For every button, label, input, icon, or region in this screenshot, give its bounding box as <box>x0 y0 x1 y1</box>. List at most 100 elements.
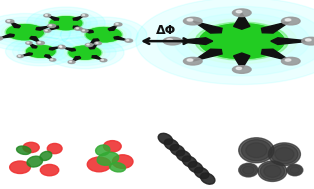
Circle shape <box>95 42 101 45</box>
Circle shape <box>114 23 122 26</box>
Circle shape <box>46 15 86 32</box>
Circle shape <box>87 44 89 45</box>
Polygon shape <box>89 44 97 49</box>
Ellipse shape <box>27 156 43 167</box>
Polygon shape <box>234 53 250 69</box>
Polygon shape <box>30 43 37 48</box>
Circle shape <box>45 30 47 31</box>
Polygon shape <box>262 49 290 61</box>
Circle shape <box>127 40 129 41</box>
Ellipse shape <box>95 145 110 156</box>
Polygon shape <box>73 16 84 20</box>
Circle shape <box>25 45 57 58</box>
Circle shape <box>36 41 44 45</box>
Polygon shape <box>79 29 93 33</box>
Circle shape <box>100 59 107 62</box>
Circle shape <box>8 20 10 21</box>
Circle shape <box>302 37 314 45</box>
Circle shape <box>2 22 49 42</box>
Circle shape <box>69 21 138 49</box>
Circle shape <box>44 14 51 17</box>
Circle shape <box>199 24 284 58</box>
Ellipse shape <box>194 167 209 179</box>
Circle shape <box>5 24 45 40</box>
Circle shape <box>27 7 105 39</box>
Ellipse shape <box>170 145 185 156</box>
Ellipse shape <box>10 161 30 174</box>
Polygon shape <box>73 26 84 30</box>
Circle shape <box>58 45 64 48</box>
Circle shape <box>125 39 133 42</box>
Circle shape <box>260 163 285 180</box>
Polygon shape <box>72 57 81 62</box>
Circle shape <box>232 9 251 17</box>
Circle shape <box>240 164 257 176</box>
Circle shape <box>86 28 121 42</box>
Ellipse shape <box>176 150 191 162</box>
Circle shape <box>69 46 100 59</box>
Circle shape <box>38 42 41 43</box>
Polygon shape <box>193 49 222 61</box>
Circle shape <box>195 22 288 60</box>
Circle shape <box>183 17 202 25</box>
Circle shape <box>18 42 63 61</box>
Circle shape <box>44 29 51 32</box>
Circle shape <box>23 44 59 59</box>
Circle shape <box>81 14 88 17</box>
Circle shape <box>271 145 298 164</box>
Circle shape <box>187 19 193 21</box>
Circle shape <box>50 17 82 29</box>
Circle shape <box>6 37 76 66</box>
Polygon shape <box>10 22 20 28</box>
Circle shape <box>81 26 126 44</box>
Circle shape <box>13 40 69 63</box>
Circle shape <box>288 165 302 175</box>
Circle shape <box>7 25 43 40</box>
Circle shape <box>239 163 258 177</box>
Circle shape <box>281 57 300 65</box>
Circle shape <box>236 67 242 70</box>
Circle shape <box>69 61 72 62</box>
Circle shape <box>285 19 291 21</box>
Polygon shape <box>108 25 118 30</box>
Polygon shape <box>262 21 290 33</box>
Polygon shape <box>271 38 311 44</box>
Circle shape <box>81 29 88 32</box>
Circle shape <box>85 43 93 46</box>
Polygon shape <box>48 26 59 30</box>
Circle shape <box>35 10 97 36</box>
Text: ΔΦ: ΔΦ <box>156 24 176 37</box>
Circle shape <box>285 59 291 61</box>
Circle shape <box>264 165 281 177</box>
Circle shape <box>236 10 242 13</box>
Circle shape <box>68 46 102 60</box>
Ellipse shape <box>110 163 126 172</box>
Circle shape <box>69 46 100 59</box>
Circle shape <box>76 23 131 46</box>
Circle shape <box>68 61 75 64</box>
Ellipse shape <box>40 164 59 176</box>
Polygon shape <box>21 53 32 56</box>
Ellipse shape <box>112 155 133 168</box>
Ellipse shape <box>164 139 179 150</box>
Circle shape <box>187 59 193 61</box>
Polygon shape <box>48 16 59 20</box>
Circle shape <box>53 40 116 66</box>
Circle shape <box>241 140 271 161</box>
Circle shape <box>26 42 32 44</box>
Circle shape <box>157 6 314 76</box>
Circle shape <box>83 30 84 31</box>
Circle shape <box>60 46 62 47</box>
Ellipse shape <box>97 152 119 165</box>
Circle shape <box>49 16 83 30</box>
Circle shape <box>51 59 53 60</box>
Circle shape <box>49 25 51 26</box>
Circle shape <box>187 19 297 64</box>
Polygon shape <box>92 56 103 60</box>
Ellipse shape <box>23 142 39 153</box>
Circle shape <box>86 28 121 42</box>
Polygon shape <box>63 47 75 51</box>
Circle shape <box>268 143 300 166</box>
Polygon shape <box>114 36 128 40</box>
Circle shape <box>27 46 55 57</box>
